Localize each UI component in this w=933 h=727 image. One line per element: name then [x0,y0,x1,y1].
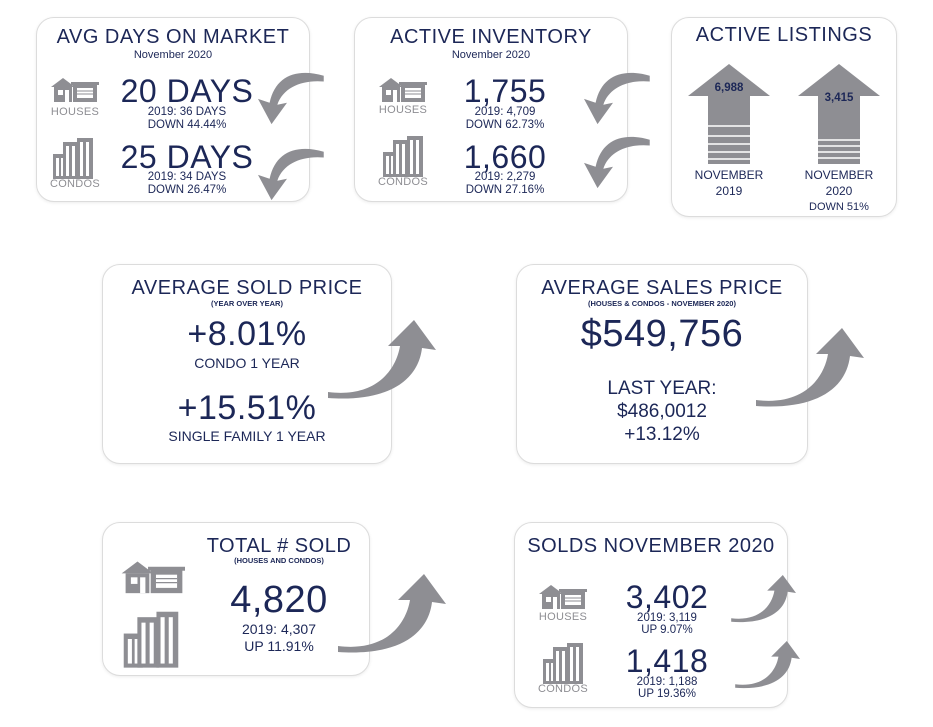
avg-days-subtitle: November 2020 [133,49,213,61]
curved-arrow-down-icon [574,68,652,126]
condos-sold-prev: 2019: 1,188 [636,676,698,688]
curved-arrow-up-icon [734,640,800,690]
curved-arrow-up-icon [730,574,796,624]
up-arrow-icon [798,64,880,164]
houses-inventory-value: 1,755 [463,73,547,109]
last-year-value: $486,0012 [617,401,707,422]
houses-label: HOUSES [538,611,588,623]
condo-building-icon [121,609,181,669]
houses-days-prev: 2019: 36 DAYS [147,106,227,118]
total-sold-card: TOTAL # SOLD (HOUSES AND CONDOS) 4,820 2… [102,522,370,676]
houses-label: HOUSES [50,106,100,118]
condos-label: CONDOS [377,176,429,188]
house-icon [49,74,99,104]
condo-building-icon [541,641,585,685]
inventory-title: ACTIVE INVENTORY [390,26,592,48]
up-arrow-icon [688,64,770,164]
condo-building-icon [381,134,425,178]
listings-2020-label1: NOVEMBER [804,168,874,182]
condo-change-label: CONDO 1 YEAR [194,355,300,371]
listings-title: ACTIVE LISTINGS [695,24,873,46]
condos-label: CONDOS [49,178,101,190]
total-sold-change: UP 11.91% [244,638,314,654]
listings-2020-label2: 2020 [825,184,853,198]
house-icon [119,557,185,595]
active-inventory-card: ACTIVE INVENTORY November 2020 HOUSES 1,… [354,17,628,202]
single-family-change-label: SINGLE FAMILY 1 YEAR [168,428,326,444]
listings-2019-value: 6,988 [714,82,744,94]
curved-arrow-up-icon [326,320,436,400]
condos-inventory-change: DOWN 27.16% [465,184,545,196]
sales-price-value: $549,756 [580,313,744,355]
houses-inventory-change: DOWN 62.73% [465,119,545,131]
condo-building-icon [51,136,95,180]
sales-price-title: AVERAGE SALES PRICE [541,277,783,299]
listings-2019-label1: NOVEMBER [694,168,764,182]
total-sold-subtitle: (HOUSES AND CONDOS) [234,556,324,565]
total-sold-value: 4,820 [230,579,328,621]
curved-arrow-down-icon [248,68,326,126]
solds-november-card: SOLDS NOVEMBER 2020 HOUSES 3,402 2019: 3… [514,522,788,708]
total-sold-prev: 2019: 4,307 [242,621,316,637]
curved-arrow-down-icon [248,144,326,202]
sold-price-title: AVERAGE SOLD PRICE [131,277,363,299]
curved-arrow-up-icon [336,574,446,654]
listings-2020-change: DOWN 51% [809,201,869,213]
condos-days-change: DOWN 26.47% [147,184,227,196]
single-family-change-value: +15.51% [177,389,317,427]
avg-days-title: AVG DAYS ON MARKET [56,26,290,48]
sold-price-subtitle: (YEAR OVER YEAR) [211,299,283,308]
curved-arrow-down-icon [574,132,652,190]
active-listings-card: ACTIVE LISTINGS 6,988 NOVEMBER 2019 3,41… [671,17,897,217]
house-icon [377,74,427,104]
houses-label: HOUSES [378,104,428,116]
houses-sold-value: 3,402 [625,579,709,615]
solds-title: SOLDS NOVEMBER 2020 [527,535,775,557]
last-year-label: LAST YEAR: [607,378,717,399]
condos-days-value: 25 DAYS [120,139,254,175]
curved-arrow-up-icon [754,328,864,408]
condos-label: CONDOS [537,683,589,695]
sales-price-subtitle: (HOUSES & CONDOS - NOVEMBER 2020) [588,299,736,308]
house-icon [537,581,587,611]
houses-sold-change: UP 9.07% [641,624,693,636]
houses-sold-prev: 2019: 3,119 [637,612,697,624]
houses-days-value: 20 DAYS [120,73,254,109]
avg-sales-price-card: AVERAGE SALES PRICE (HOUSES & CONDOS - N… [516,264,808,464]
inventory-subtitle: November 2020 [451,49,531,61]
total-sold-title: TOTAL # SOLD [206,535,352,557]
avg-sold-price-card: AVERAGE SOLD PRICE (YEAR OVER YEAR) +8.0… [102,264,392,464]
condos-inventory-value: 1,660 [463,139,547,175]
houses-inventory-prev: 2019: 4,709 [474,106,536,118]
condos-days-prev: 2019: 34 DAYS [147,171,227,183]
condo-change-value: +8.01% [187,315,307,353]
condos-sold-value: 1,418 [625,643,709,679]
condos-inventory-prev: 2019: 2,279 [474,171,536,183]
houses-days-change: DOWN 44.44% [147,119,227,131]
condos-sold-change: UP 19.36% [638,688,696,700]
sales-price-change: +13.12% [624,424,700,445]
listings-2019-label2: 2019 [715,184,743,198]
listings-2020-value: 3,415 [824,92,854,104]
